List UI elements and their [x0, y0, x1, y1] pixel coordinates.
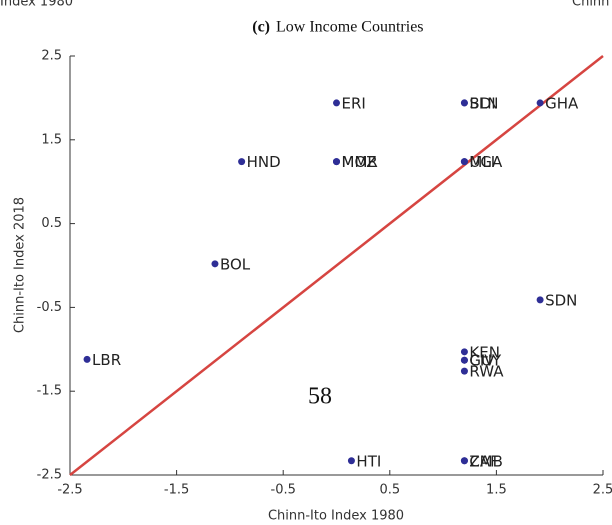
point: [536, 296, 544, 304]
point-label: HND: [247, 153, 281, 171]
header-left: Index 1980: [0, 0, 73, 10]
point: [460, 348, 468, 356]
chart-title: Low Income Countries: [276, 19, 424, 36]
point-label: UGA: [469, 153, 503, 171]
point: [536, 99, 544, 107]
point-label: SLN: [469, 94, 498, 112]
point-label: RWA: [469, 363, 504, 381]
point-label: GUY: [469, 352, 502, 370]
reference-line: [69, 55, 604, 476]
x-tick-label: -0.5: [271, 483, 296, 498]
point-label: SDN: [545, 291, 577, 309]
x-tick-label: 0.5: [379, 483, 400, 498]
point-label: HTI: [356, 452, 381, 470]
point-label: BOL: [220, 255, 251, 273]
x-tick-label: 2.5: [593, 483, 612, 498]
y-tick-label: 1.5: [41, 132, 62, 147]
header-right: Chinn: [572, 0, 609, 10]
y-tick-label: 2.5: [41, 49, 62, 64]
caption-label: (c): [252, 19, 270, 36]
point-label: MMR: [342, 153, 378, 171]
point: [83, 355, 91, 363]
point-label: BDI: [469, 94, 495, 112]
point-label: CIV: [469, 352, 495, 370]
y-tick-label: -1.5: [37, 384, 62, 399]
point: [460, 457, 468, 465]
point-label: ERI: [342, 94, 366, 112]
point: [333, 99, 340, 107]
y-tick-label: -2.5: [37, 468, 62, 483]
x-tick-label: -1.5: [164, 483, 189, 498]
point: [460, 158, 468, 166]
point: [460, 356, 468, 364]
y-axis-title: Chinn-Ito Index 2018: [13, 197, 28, 333]
point-label: CAF: [469, 452, 498, 470]
point-label: MLI: [469, 153, 495, 171]
point: [211, 260, 219, 268]
point-label: LBR: [92, 351, 121, 369]
point: [238, 158, 246, 166]
x-tick-label: 1.5: [486, 483, 507, 498]
point: [460, 99, 468, 107]
point-label: ZMB: [469, 452, 503, 470]
point-label: KEN: [469, 343, 500, 361]
y-tick-label: 0.5: [41, 216, 62, 231]
point: [333, 158, 340, 166]
point: [347, 457, 355, 465]
page-number: 58: [308, 384, 332, 410]
x-tick-label: -2.5: [57, 483, 82, 498]
x-axis-title: Chinn-Ito Index 1980: [268, 509, 404, 524]
point-label: GHA: [545, 94, 579, 112]
y-tick-label: -0.5: [37, 300, 62, 315]
point-label: MOZ: [342, 153, 377, 171]
point: [460, 367, 468, 375]
